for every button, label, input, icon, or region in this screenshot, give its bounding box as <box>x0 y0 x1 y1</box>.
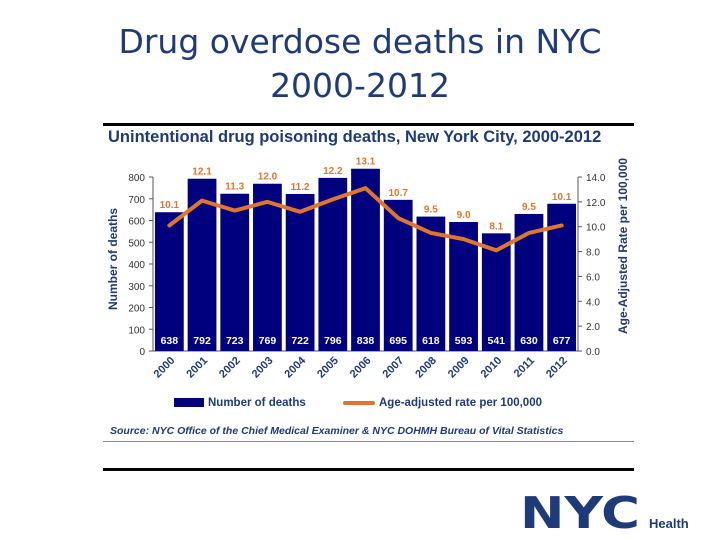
bar-2007 <box>383 199 413 351</box>
x-tick-label: 2006 <box>348 355 374 381</box>
x-tick-label: 2009 <box>446 355 472 381</box>
rate-value-label: 8.1 <box>489 221 503 232</box>
bar-2000 <box>154 212 184 351</box>
legend-label-rate: Age-adjusted rate per 100,000 <box>379 397 542 409</box>
health-department-label: Health <box>649 516 689 531</box>
rate-value-label: 9.5 <box>424 205 438 216</box>
chart-title: Unintentional drug poisoning deaths, New… <box>108 128 602 146</box>
bar-2004 <box>285 193 315 351</box>
bar-value-label: 618 <box>422 335 440 347</box>
y2-tick-label: 14.0 <box>586 173 606 184</box>
rate-value-label: 13.1 <box>356 157 376 168</box>
y2-tick-label: 12.0 <box>586 198 606 209</box>
x-tick-label: 2001 <box>184 355 210 381</box>
top-divider <box>103 123 634 126</box>
rate-value-label: 12.2 <box>323 166 343 177</box>
x-tick-label: 2012 <box>544 355 570 381</box>
rate-line <box>167 186 564 253</box>
bar-2008 <box>416 216 446 351</box>
y-tick-label: 600 <box>128 217 145 228</box>
y-tick-label: 700 <box>128 195 145 206</box>
nyc-logo: NYC <box>520 488 640 532</box>
svg-text:NYC: NYC <box>520 488 640 532</box>
slide-title-line1: Drug overdose deaths in NYC <box>118 22 602 61</box>
rate-value-label: 9.0 <box>457 210 471 221</box>
source-note: Source: NYC Office of the Chief Medical … <box>110 425 564 437</box>
x-tick-label: 2000 <box>152 355 178 381</box>
y2-tick-label: 10.0 <box>586 223 606 234</box>
legend-item-deaths: Number of deaths <box>174 397 306 409</box>
bar-value-label: 838 <box>357 335 375 347</box>
rate-value-label: 10.7 <box>388 188 408 199</box>
bar-value-label: 695 <box>389 335 407 347</box>
y2-tick-label: 2.0 <box>586 322 600 333</box>
legend-swatch-bar <box>174 398 204 408</box>
legend-item-rate: Age-adjusted rate per 100,000 <box>343 397 542 409</box>
y2-tick-label: 8.0 <box>586 248 600 259</box>
y-tick-label: 500 <box>128 238 145 249</box>
x-tick-label: 2002 <box>217 355 243 381</box>
rate-value-label: 11.3 <box>225 182 244 193</box>
y-tick-label: 400 <box>128 260 145 271</box>
bar-value-label: 796 <box>324 335 342 347</box>
y-tick-label: 800 <box>128 173 145 184</box>
bar-value-label: 722 <box>291 335 309 347</box>
chart-plot: 0 100 200 300 400 500 600 700 800 0.0 2.0 4.0 6.0 8.0… <box>128 157 606 381</box>
bar-2010 <box>481 233 511 351</box>
rate-value-label: 11.2 <box>291 182 310 193</box>
x-tick-label: 2004 <box>282 354 308 380</box>
rate-value-label: 12.1 <box>192 167 212 178</box>
x-tick-label: 2003 <box>250 355 276 381</box>
rate-value-label: 10.1 <box>160 200 180 211</box>
rate-value-label: 10.1 <box>552 192 572 203</box>
x-tick-label: 2010 <box>479 355 505 381</box>
y2-axis-title: Age-Adjusted Rate per 100,000 <box>616 157 630 334</box>
slide-title: Drug overdose deaths in NYC 2000-2012 <box>0 20 720 108</box>
legend-swatch-line <box>343 400 375 405</box>
y2-tick-label: 4.0 <box>586 297 600 308</box>
x-tick-label: 2007 <box>381 355 407 381</box>
y-axis-title: Number of deaths <box>106 208 120 311</box>
bar-2003 <box>253 183 282 351</box>
y-tick-label: 0 <box>139 347 145 358</box>
y2-tick-label: 6.0 <box>586 272 600 283</box>
y2-tick-label: 0.0 <box>586 347 600 358</box>
bar-2005 <box>318 177 348 351</box>
bar-value-label: 541 <box>488 335 506 347</box>
bar-value-label: 630 <box>520 335 538 347</box>
y-tick-label: 200 <box>128 304 145 315</box>
bar-2002 <box>220 193 250 351</box>
bottom-divider <box>103 468 634 471</box>
x-tick-label: 2008 <box>413 355 439 381</box>
source-divider <box>103 441 634 442</box>
slide-title-line2: 2000-2012 <box>270 66 450 105</box>
rate-value-label: 9.5 <box>522 202 536 213</box>
bar-value-label: 677 <box>553 335 571 347</box>
x-tick-label: 2005 <box>315 355 341 381</box>
bar-value-label: 792 <box>193 335 211 347</box>
y-tick-label: 300 <box>128 282 145 293</box>
bar-value-label: 638 <box>161 335 179 347</box>
x-tick-label: 2011 <box>512 355 537 380</box>
bar-value-label: 769 <box>259 335 277 347</box>
y-tick-label: 100 <box>128 325 145 336</box>
rate-value-label: 12.0 <box>258 172 278 183</box>
bar-value-label: 593 <box>455 335 473 347</box>
legend-label-deaths: Number of deaths <box>208 397 306 409</box>
bar-value-label: 723 <box>226 335 244 347</box>
